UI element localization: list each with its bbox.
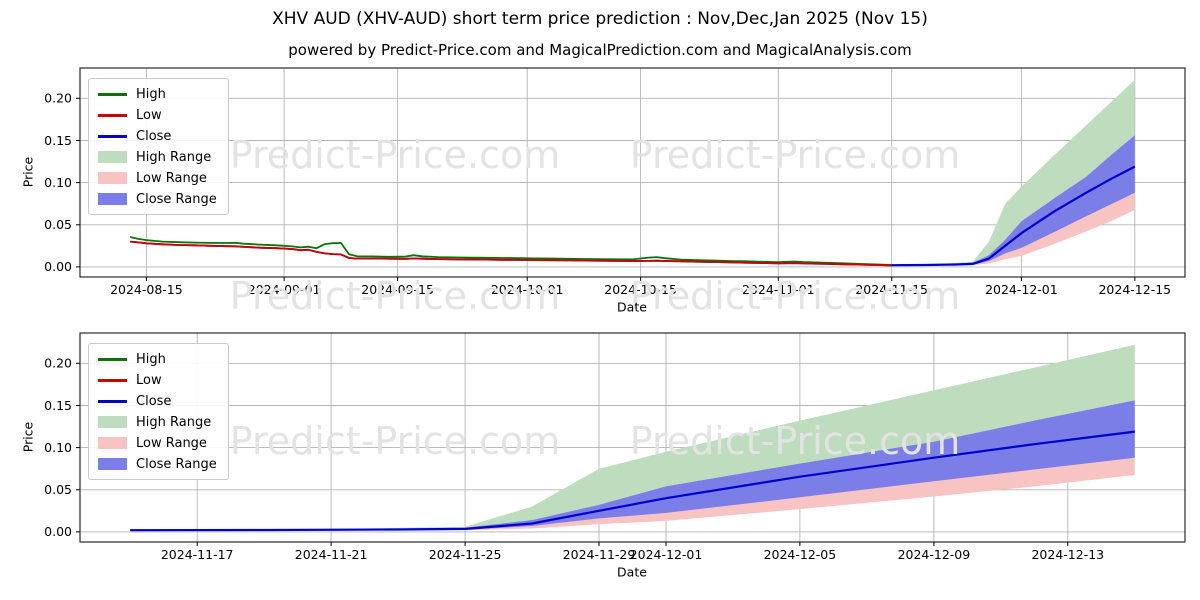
legend-patch-swatch xyxy=(98,416,127,428)
x-tick-label: 2024-09-15 xyxy=(361,282,434,297)
legend-label: Close Range xyxy=(136,456,217,472)
chart-subtitle: powered by Predict-Price.com and Magical… xyxy=(288,41,912,59)
x-tick-label: 2024-12-15 xyxy=(1098,282,1171,297)
legend-item-high: High xyxy=(98,351,217,367)
legend-item-low: Low xyxy=(98,107,217,123)
high-range-band xyxy=(891,79,1135,266)
legend-item-close-range: Close Range xyxy=(98,456,217,472)
legend-item-close: Close xyxy=(98,393,217,409)
y-tick-labels: 0.00 0.05 0.10 0.15 0.20 xyxy=(44,356,80,539)
legend-line-swatch xyxy=(98,113,127,117)
legend-bottom-chart: High Low Close High Range Low Range Close Ran… xyxy=(88,343,229,480)
legend-item-high: High xyxy=(98,86,217,102)
legend-label: Low xyxy=(136,372,162,388)
x-tick-label: 2024-11-17 xyxy=(161,547,234,562)
y-axis-label-top: Price xyxy=(20,156,36,188)
y-axis-label-bottom: Price xyxy=(20,421,36,453)
legend-label: Close xyxy=(136,393,172,409)
legend-label: High xyxy=(136,351,166,367)
x-tick-label: 2024-11-21 xyxy=(295,547,368,562)
legend-item-high-range: High Range xyxy=(98,414,217,430)
low-line xyxy=(130,240,892,267)
legend-label: Low Range xyxy=(136,170,207,186)
x-tick-label: 2024-11-25 xyxy=(429,547,502,562)
y-tick-label: 0.00 xyxy=(44,524,72,539)
legend-label: Low Range xyxy=(136,435,207,451)
plot-border xyxy=(79,332,1186,543)
x-tick-label: 2024-11-29 xyxy=(563,547,636,562)
legend-item-low-range: Low Range xyxy=(98,435,217,451)
x-tick-label: 2024-10-01 xyxy=(491,282,564,297)
x-tick-label: 2024-12-01 xyxy=(630,547,703,562)
legend-patch-swatch xyxy=(98,193,127,205)
x-tick-label: 2024-11-01 xyxy=(742,282,815,297)
legend-line-swatch xyxy=(98,134,127,138)
legend-label: Low xyxy=(136,107,162,123)
legend-patch-swatch xyxy=(98,151,127,163)
y-tick-label: 0.05 xyxy=(44,217,72,232)
y-tick-label: 0.10 xyxy=(44,440,72,455)
y-tick-label: 0.20 xyxy=(44,356,72,371)
x-tick-label: 2024-12-01 xyxy=(985,282,1058,297)
y-tick-label: 0.00 xyxy=(44,259,72,274)
legend-patch-swatch xyxy=(98,437,127,449)
legend-line-swatch xyxy=(98,399,127,403)
high-range-band xyxy=(130,344,1135,531)
x-tick-labels: 2024-11-17 2024-11-21 2024-11-25 2024-11-29… xyxy=(161,542,1104,562)
y-tick-label: 0.10 xyxy=(44,175,72,190)
x-tick-label: 2024-12-09 xyxy=(898,547,971,562)
x-tick-label: 2024-11-15 xyxy=(855,282,928,297)
plot-border xyxy=(79,67,1186,278)
gridlines xyxy=(80,68,1185,277)
chart-title: XHV AUD (XHV-AUD) short term price predi… xyxy=(272,9,928,29)
close-prediction-line xyxy=(891,165,1136,267)
legend-item-high-range: High Range xyxy=(98,149,217,165)
high-line xyxy=(129,236,892,266)
y-tick-label: 0.05 xyxy=(44,482,72,497)
legend-item-close-range: Close Range xyxy=(98,191,217,207)
y-tick-label: 0.15 xyxy=(44,398,72,413)
close-prediction-line xyxy=(130,430,1135,532)
y-tick-labels: 0.00 0.05 0.10 0.15 0.20 xyxy=(44,91,80,274)
legend-item-low-range: Low Range xyxy=(98,170,217,186)
legend-patch-swatch xyxy=(98,172,127,184)
y-tick-label: 0.20 xyxy=(44,91,72,106)
legend-label: Close xyxy=(136,128,172,144)
legend-label: High xyxy=(136,86,166,102)
y-tick-label: 0.15 xyxy=(44,133,72,148)
x-axis-label-bottom: Date xyxy=(617,564,647,580)
bottom-chart-prediction-zoom: 2024-11-17 2024-11-21 2024-11-25 2024-11-29… xyxy=(44,332,1186,562)
legend-line-swatch xyxy=(98,92,127,96)
legend-item-close: Close xyxy=(98,128,217,144)
legend-patch-swatch xyxy=(98,458,127,470)
x-tick-labels: 2024-08-15 2024-09-01 2024-09-15 2024-10-01… xyxy=(110,277,1171,297)
x-tick-label: 2024-12-05 xyxy=(764,547,837,562)
legend-label: High Range xyxy=(136,149,212,165)
top-chart-history-and-prediction: 2024-08-15 2024-09-01 2024-09-15 2024-10-01… xyxy=(44,67,1186,297)
legend-item-low: Low xyxy=(98,372,217,388)
legend-line-swatch xyxy=(98,357,127,361)
x-tick-label: 2024-09-01 xyxy=(248,282,321,297)
legend-line-swatch xyxy=(98,378,127,382)
x-tick-label: 2024-08-15 xyxy=(110,282,183,297)
x-tick-label: 2024-12-13 xyxy=(1031,547,1104,562)
legend-label: Close Range xyxy=(136,191,217,207)
x-tick-label: 2024-10-15 xyxy=(604,282,677,297)
x-axis-label-top: Date xyxy=(617,299,647,315)
legend-top-chart: High Low Close High Range Low Range Close Ran… xyxy=(88,78,229,215)
legend-label: High Range xyxy=(136,414,212,430)
